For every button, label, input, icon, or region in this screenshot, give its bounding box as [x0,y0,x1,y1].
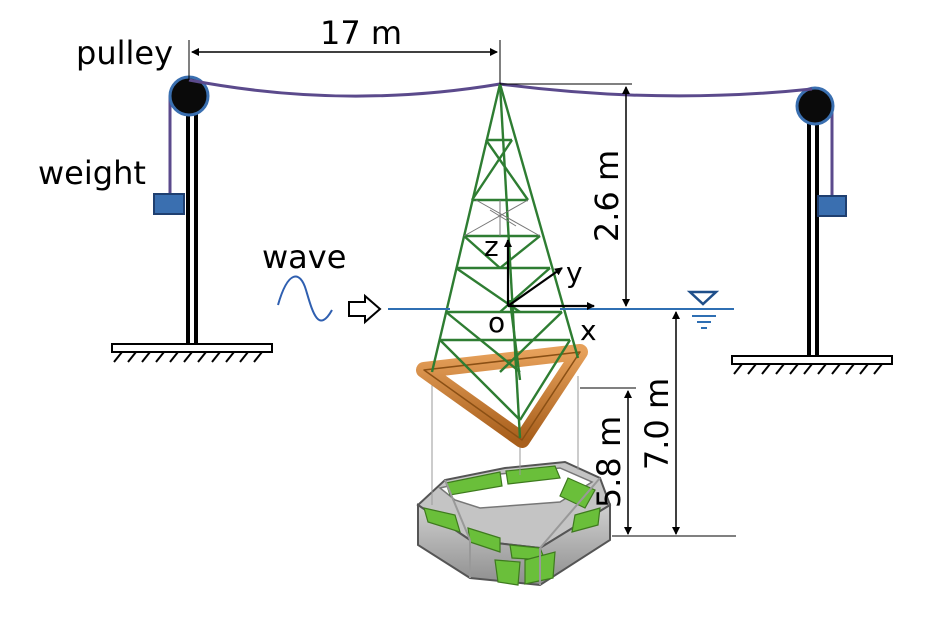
water-level-icon [686,290,720,329]
left-post-b [194,108,198,344]
depth-total-label: 7.0 m [638,378,676,470]
weight-label: weight [38,154,146,192]
pontoon [416,344,588,448]
span-label: 17 m [320,14,402,52]
left-post-a [186,108,190,344]
arrow-right-icon [348,293,382,325]
left-support [111,75,273,363]
right-pulley-icon [795,86,835,126]
wave-label: wave [262,238,346,276]
right-post-a [807,112,811,356]
submerged-tank [416,460,612,587]
tower-height-label: 2.6 m [588,150,626,242]
left-ground-hatch [113,351,263,363]
lattice-tower [430,83,580,439]
axis-x-label: x [580,314,597,347]
right-weight [817,195,847,217]
depth-mid-label: 5.8 m [590,416,628,508]
wave-icon [277,275,333,322]
coordinate-axes [504,239,595,310]
y-axis [507,267,563,307]
right-support [731,86,893,375]
right-ground-hatch [733,363,883,375]
tower-inner-bracing [463,199,541,237]
right-base [731,355,893,365]
origin-label: o [488,306,505,339]
axis-z-label: z [484,230,499,263]
left-base [111,343,273,353]
pulley-label: pulley [76,34,173,72]
axis-y-label: y [566,256,583,289]
right-post-b [815,112,819,356]
left-weight [153,193,185,215]
